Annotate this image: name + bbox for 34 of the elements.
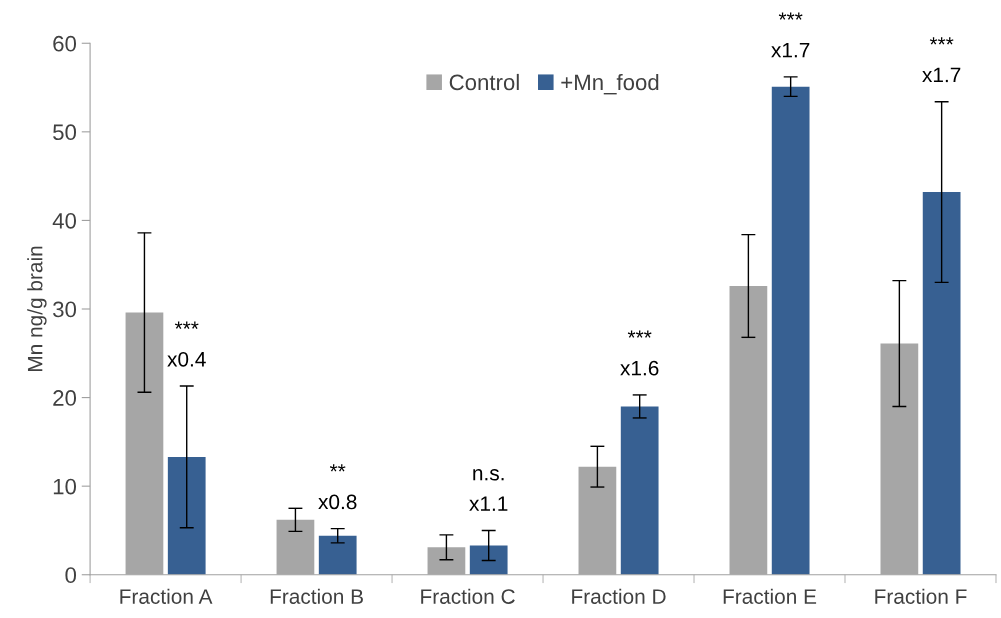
bar [318, 535, 357, 575]
y-tick-label: 20 [53, 390, 77, 406]
x-tick-label: Fraction D [572, 588, 666, 604]
y-tick-label: 10 [53, 478, 77, 495]
text: *** [778, 12, 803, 20]
bar [167, 456, 206, 575]
y-tick-label: 30 [53, 301, 77, 318]
y-tick-label: 40 [52, 212, 77, 229]
y-tick-label: 50 [53, 124, 77, 141]
annotation: n.s. [473, 469, 504, 481]
bar [922, 192, 961, 575]
legend-label: +Mn_food [561, 73, 659, 95]
annotation: *** [929, 37, 954, 45]
annotation: x0.4 [167, 351, 206, 367]
annotation: *** [174, 321, 199, 329]
y-tick-label: 0 [65, 567, 77, 584]
annotation: x1.7 [771, 42, 810, 58]
annotation: x1.1 [469, 496, 508, 511]
y-axis-title: Mn ng/g brain [27, 246, 47, 371]
x-tick-label: Fraction E [723, 588, 817, 604]
annotation: x1.6 [620, 360, 659, 376]
x-tick-label: Fraction F [875, 588, 967, 604]
y-tick-label: 60 [53, 35, 77, 52]
bar [469, 545, 508, 575]
x-tick-label: Fraction B [270, 588, 363, 604]
bar [771, 86, 810, 575]
annotation: ** [329, 464, 346, 472]
annotation: *** [627, 330, 652, 338]
x-tick-label: Fraction C [421, 588, 515, 604]
bar [620, 406, 659, 575]
x-tick-label: Fraction A [120, 588, 213, 604]
legend-label: Control [449, 73, 519, 91]
annotation: x1.7 [922, 67, 961, 83]
annotation: x0.8 [318, 494, 357, 510]
